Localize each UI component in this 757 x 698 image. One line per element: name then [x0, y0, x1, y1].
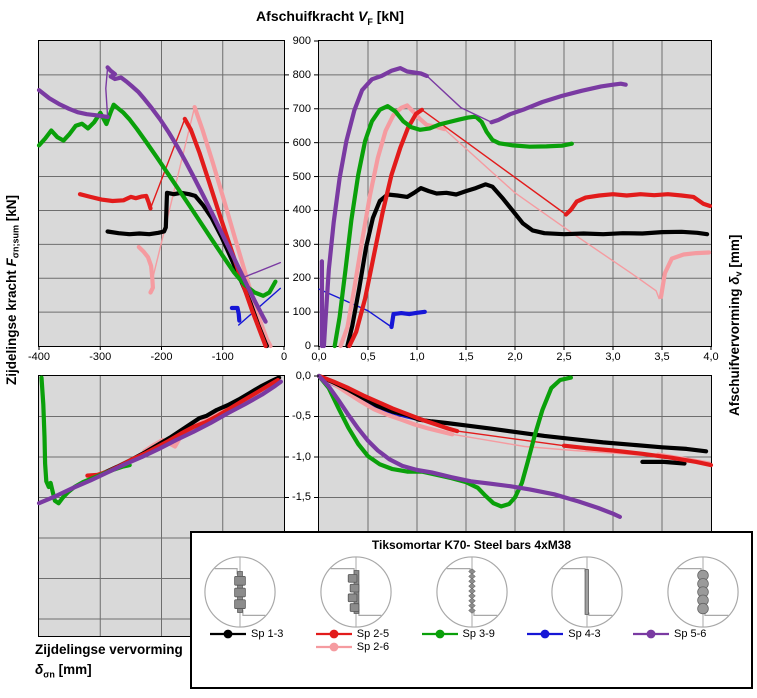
legend-col-2: Sp 2-5 Sp 2-6 — [315, 628, 420, 654]
legend-entry-label: Sp 4-3 — [568, 628, 601, 640]
specimen-bar-offset-lugs-icon — [320, 556, 392, 628]
bottom-axis-unit: [mm] — [58, 662, 92, 678]
x-tick-label: 1,5 — [458, 351, 474, 363]
chart-title-unit: [kN] — [376, 8, 404, 24]
x-tick-label: 1,0 — [409, 351, 425, 363]
y-tick-label: 900 — [292, 35, 311, 47]
specimen-plain-bar-icon — [551, 556, 623, 628]
chart-title-symbol: V — [357, 8, 368, 24]
x-tick-label: 3,0 — [605, 351, 621, 363]
specimen-bar-3-lugs-icon — [204, 556, 276, 628]
quadrant-top-right-chart: 0,0 0,5 1,0 1,5 2,0 2,5 3,0 3,5 4,0 0 100 200 300 400… — [293, 35, 719, 363]
y-tick-label: 700 — [292, 102, 311, 115]
legend-entry-sp4-3: Sp 4-3 — [527, 628, 631, 640]
y-tick-label: -0,5 — [292, 410, 311, 423]
bottom-axis-subscript: σn — [43, 669, 55, 680]
series-marker-icon — [315, 642, 352, 652]
legend-col-5: Sp 5-6 — [633, 628, 737, 654]
legend-box: Tiksomortar K70- Steel bars 4xM38 — [190, 531, 753, 689]
x-tick-label: 2,5 — [556, 351, 572, 363]
bottom-axis-label: Zijdelingse vervorming δσn [mm] — [35, 640, 215, 682]
legend-title: Tiksomortar K70- Steel bars 4xM38 — [371, 538, 572, 552]
legend-entry-label: Sp 3-9 — [462, 628, 495, 640]
bottom-axis-text: Zijdelingse vervorming — [35, 642, 183, 657]
specimen-lobed-bar-icon — [667, 556, 739, 628]
chart-title-subscript: F — [367, 16, 373, 27]
legend-col-1: Sp 1-3 — [210, 628, 314, 654]
right-axis-unit: [mm] — [727, 234, 742, 268]
right-axis-label: Afschuifvervorming δv [mm] — [727, 160, 744, 490]
series-marker-icon — [210, 629, 246, 639]
x-tick-label: 4,0 — [703, 351, 719, 363]
y-tick-label: 0 — [304, 340, 311, 352]
legend-entries-row: Sp 1-3 Sp 2-5 Sp 2-6 Sp 3-9 — [192, 628, 751, 654]
x-tick-label: -200 — [150, 351, 173, 363]
x-tick-label: 0,0 — [311, 351, 327, 363]
x-tick-label: 0 — [280, 351, 288, 363]
y-tick-label: 600 — [292, 136, 311, 149]
series-marker-icon — [527, 629, 564, 639]
left-axis-label: Zijdelingse kracht Fσn;sum [kN] — [4, 130, 21, 450]
x-tick-label: -100 — [211, 351, 234, 363]
legend-entry-sp5-6: Sp 5-6 — [633, 628, 737, 640]
y-tick-label: 0,0 — [295, 370, 311, 382]
series-marker-icon — [421, 629, 458, 639]
bottom-axis-symbol-line: δσn [mm] — [35, 660, 215, 682]
right-axis-text: Afschuifvervorming — [727, 288, 742, 416]
legend-entry-label: Sp 1-3 — [251, 628, 284, 640]
legend-entry-sp3-9: Sp 3-9 — [421, 628, 526, 640]
left-axis-text: Zijdelingse kracht — [4, 270, 19, 385]
quadrant-bottom-left-chart — [36, 375, 289, 637]
legend-col-3: Sp 3-9 — [421, 628, 526, 654]
chart-canvas — [314, 40, 713, 350]
legend-entry-label: Sp 2-5 — [356, 628, 390, 640]
specimen-threaded-bar-icon — [435, 556, 508, 628]
y-tick-label: 200 — [292, 272, 311, 285]
left-axis-symbol: F — [4, 258, 19, 267]
series-marker-icon — [633, 629, 669, 639]
legend-entry-sp2-5: Sp 2-5 — [315, 628, 420, 640]
right-axis-subscript: v — [733, 271, 744, 277]
left-axis-subscript: σn;sum — [10, 225, 21, 259]
bottom-axis-symbol: δ — [35, 662, 44, 678]
x-tick-label: -300 — [89, 351, 112, 363]
x-tick-label: 3,5 — [654, 351, 670, 363]
quadrant-top-left-chart: -400 -300 -200 -100 0 — [28, 40, 289, 363]
chart-canvas — [36, 41, 289, 350]
x-tick-label: 0,5 — [360, 351, 376, 363]
y-tick-label: 500 — [292, 170, 311, 183]
y-tick-label: 400 — [292, 204, 311, 217]
y-tick-label: 800 — [292, 68, 311, 81]
specimen-diagrams-row — [192, 552, 751, 630]
left-axis-unit: [kN] — [4, 195, 19, 222]
legend-entry-sp1-3: Sp 1-3 — [210, 628, 314, 640]
chart-title-text: Afschuifkracht — [256, 8, 355, 24]
y-tick-label: -1,5 — [292, 491, 311, 504]
x-tick-label: 2,0 — [507, 351, 523, 363]
legend-entry-label: Sp 5-6 — [674, 628, 707, 640]
y-tick-label: -1,0 — [292, 450, 311, 463]
chart-title: Afschuifkracht VF [kN] — [180, 8, 480, 27]
right-axis-symbol: δ — [727, 276, 742, 285]
legend-entry-label: Sp 2-6 — [356, 641, 390, 653]
series-marker-icon — [315, 629, 352, 639]
y-tick-label: 100 — [292, 306, 311, 319]
x-tick-label: -400 — [27, 351, 51, 363]
legend-entry-sp2-6: Sp 2-6 — [315, 641, 420, 653]
y-tick-label: 300 — [292, 238, 311, 251]
legend-col-4: Sp 4-3 — [527, 628, 631, 654]
